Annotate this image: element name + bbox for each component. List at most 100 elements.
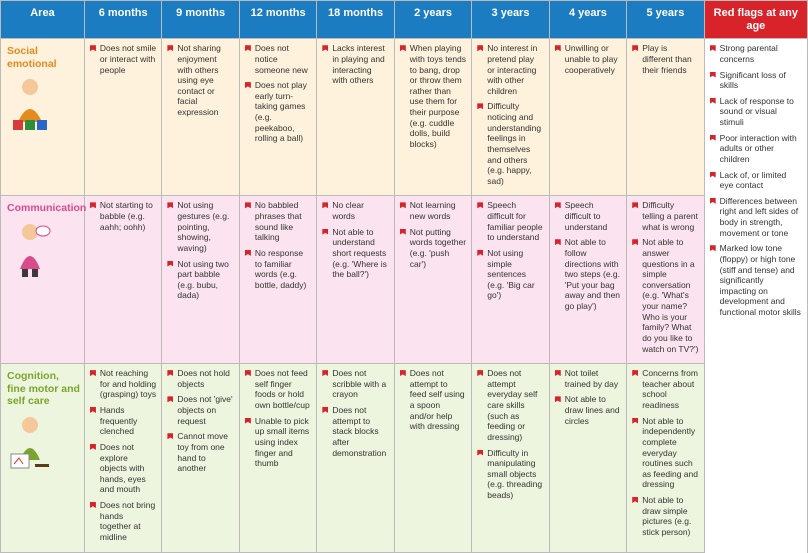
milestone-cell: No interest in pretend play or interacti…: [472, 39, 549, 196]
flag-list: Not toilet trained by dayNot able to dra…: [555, 368, 621, 426]
flag-item: Lacks interest in playing and interactin…: [322, 43, 388, 86]
flag-item: Hands frequently clenched: [90, 405, 156, 437]
red-flag-item: Poor interaction with adults or other ch…: [710, 133, 802, 165]
child-drawing-icon: [7, 414, 80, 470]
flag-list: No interest in pretend play or interacti…: [477, 43, 543, 186]
milestone-cell: Does not attempt to feed self using a sp…: [394, 364, 471, 552]
col-header-12-months: 12 months: [239, 1, 316, 39]
child-blocks-icon: [7, 76, 53, 132]
child-talking-icon: [7, 221, 80, 277]
flag-list: Unwilling or unable to play cooperativel…: [555, 43, 621, 75]
area-label: Communication: [7, 202, 80, 215]
milestone-cell: Does not smile or interact with people: [84, 39, 161, 196]
flag-list: Concerns from teacher about school readi…: [632, 368, 698, 537]
flag-item: No babbled phrases that sound like talki…: [245, 200, 311, 243]
flag-item: Not able to understand short requests (e…: [322, 227, 388, 280]
flag-item: No interest in pretend play or interacti…: [477, 43, 543, 96]
flag-list: Does not feed self finger foods or hold …: [245, 368, 311, 469]
flag-item: Not learning new words: [400, 200, 466, 221]
flag-item: Not able to independently complete every…: [632, 416, 698, 490]
milestone-cell: Does not attempt everyday self care skil…: [472, 364, 549, 552]
red-flag-item: Lack of response to sound or visual stim…: [710, 96, 802, 128]
flag-list: Not reaching for and holding (grasping) …: [90, 368, 156, 542]
milestone-cell: Lacks interest in playing and interactin…: [317, 39, 394, 196]
flag-list: No babbled phrases that sound like talki…: [245, 200, 311, 290]
milestone-cell: Not using gestures (e.g. pointing, showi…: [162, 196, 239, 364]
flag-list: Does not attempt everyday self care skil…: [477, 368, 543, 501]
flag-list: Does not attempt to feed self using a sp…: [400, 368, 466, 432]
flag-list: Does not hold objectsDoes not 'give' obj…: [167, 368, 233, 474]
flag-list: Does not scribble with a crayonDoes not …: [322, 368, 388, 458]
red-flag-item: Lack of, or limited eye contact: [710, 170, 802, 191]
flag-item: Does not play early turn-taking games (e…: [245, 80, 311, 144]
red-flag-item: Strong parental concerns: [710, 43, 802, 64]
flag-item: Not able to draw simple pictures (e.g. s…: [632, 495, 698, 538]
table-row: Social emotional Does not smile or intera…: [1, 39, 808, 196]
milestone-cell: Does not hold objectsDoes not 'give' obj…: [162, 364, 239, 552]
flag-item: Does not scribble with a crayon: [322, 368, 388, 400]
flag-item: When playing with toys tends to bang, dr…: [400, 43, 466, 149]
flag-item: Speech difficult for familiar people to …: [477, 200, 543, 243]
area-cell-se: Social emotional: [1, 39, 85, 196]
flag-list: Speech difficult for familiar people to …: [477, 200, 543, 301]
flag-item: Not putting words together (e.g. 'push c…: [400, 227, 466, 270]
milestone-cell: Unwilling or unable to play cooperativel…: [549, 39, 626, 196]
col-header-18-months: 18 months: [317, 1, 394, 39]
flag-item: Not sharing enjoyment with others using …: [167, 43, 233, 117]
child-talking-icon: [7, 221, 53, 277]
milestones-table: Area 6 months 9 months 12 months 18 mont…: [0, 0, 808, 553]
flag-item: Not using gestures (e.g. pointing, showi…: [167, 200, 233, 253]
red-flag-item: Differences between right and left sides…: [710, 196, 802, 239]
milestone-cell: Does not notice someone new Does not play…: [239, 39, 316, 196]
col-header-9-months: 9 months: [162, 1, 239, 39]
flag-item: Not using simple sentences (e.g. 'Big ca…: [477, 248, 543, 301]
flag-item: Does not notice someone new: [245, 43, 311, 75]
area-cell-comm: Communication: [1, 196, 85, 364]
flag-item: Does not explore objects with hands, eye…: [90, 442, 156, 495]
flag-item: Does not smile or interact with people: [90, 43, 156, 75]
red-flags-cell: Strong parental concerns Significant loss…: [704, 39, 807, 553]
flag-list: Not sharing enjoyment with others using …: [167, 43, 233, 117]
flag-item: Concerns from teacher about school readi…: [632, 368, 698, 411]
milestone-cell: Not starting to babble (e.g. aahh; oohh): [84, 196, 161, 364]
flag-item: Unable to pick up small items using inde…: [245, 416, 311, 469]
flag-item: Not able to draw lines and circles: [555, 394, 621, 426]
red-flag-item: Significant loss of skills: [710, 70, 802, 91]
col-header-3-years: 3 years: [472, 1, 549, 39]
flag-item: Does not attempt everyday self care skil…: [477, 368, 543, 442]
col-header-area: Area: [1, 1, 85, 39]
flag-item: Does not feed self finger foods or hold …: [245, 368, 311, 411]
area-cell-cog: Cognition, fine motor and self care: [1, 364, 85, 552]
flag-item: Not using two part babble (e.g. bubu, da…: [167, 259, 233, 302]
col-header-2-years: 2 years: [394, 1, 471, 39]
col-header-6-months: 6 months: [84, 1, 161, 39]
flag-list: Play is different than their friends: [632, 43, 698, 75]
milestone-cell: No clear words Not able to understand sho…: [317, 196, 394, 364]
flag-item: Not able to follow directions with two s…: [555, 237, 621, 311]
child-blocks-icon: [7, 76, 80, 132]
flag-list: Not using gestures (e.g. pointing, showi…: [167, 200, 233, 301]
table-body: Social emotional Does not smile or intera…: [1, 39, 808, 553]
red-flags-list: Strong parental concerns Significant loss…: [710, 43, 802, 317]
table-row: Communication Not starting to babble (e.g…: [1, 196, 808, 364]
milestone-cell: Does not scribble with a crayonDoes not …: [317, 364, 394, 552]
flag-list: Speech difficult to understand Not able t…: [555, 200, 621, 311]
milestone-cell: When playing with toys tends to bang, dr…: [394, 39, 471, 196]
milestone-cell: Speech difficult for familiar people to …: [472, 196, 549, 364]
red-flag-item: Marked low tone (floppy) or high tone (s…: [710, 243, 802, 317]
flag-item: Speech difficult to understand: [555, 200, 621, 232]
milestone-cell: Does not feed self finger foods or hold …: [239, 364, 316, 552]
flag-list: No clear words Not able to understand sho…: [322, 200, 388, 279]
milestone-cell: Difficulty telling a parent what is wron…: [627, 196, 704, 364]
flag-item: Cannot move toy from one hand to another: [167, 431, 233, 474]
flag-list: When playing with toys tends to bang, dr…: [400, 43, 466, 149]
flag-item: No clear words: [322, 200, 388, 221]
flag-item: No response to familiar words (e.g. bott…: [245, 248, 311, 291]
flag-item: Difficulty telling a parent what is wron…: [632, 200, 698, 232]
child-drawing-icon: [7, 414, 53, 470]
flag-item: Does not bring hands together at midline: [90, 500, 156, 543]
flag-item: Not starting to babble (e.g. aahh; oohh): [90, 200, 156, 232]
col-header-5-years: 5 years: [627, 1, 704, 39]
flag-item: Does not 'give' objects on request: [167, 394, 233, 426]
area-label: Social emotional: [7, 45, 80, 70]
